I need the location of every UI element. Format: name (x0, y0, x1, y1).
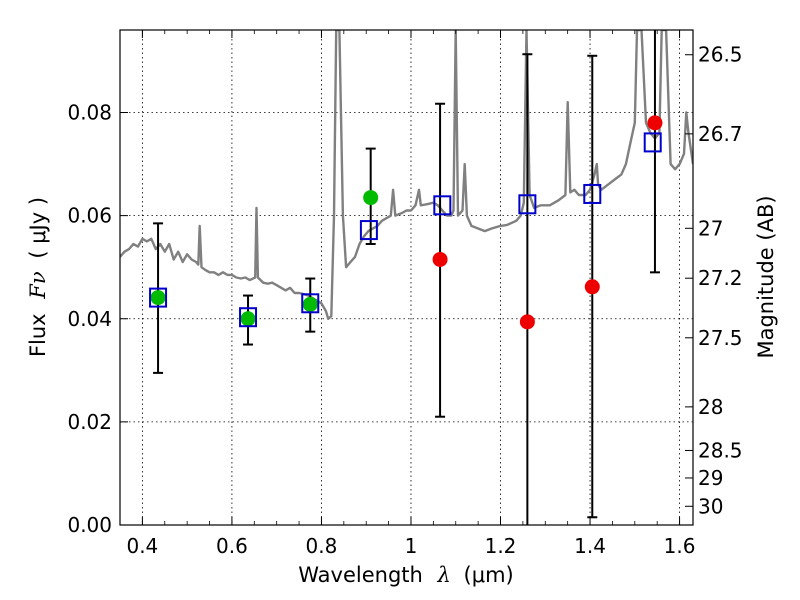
model-square (518, 194, 537, 215)
y2-tick-label: 26.5 (698, 43, 743, 67)
red-point (432, 251, 448, 267)
detection-point (302, 296, 318, 312)
y2-tick-label: 27.2 (698, 266, 743, 290)
spectrum-line (120, 30, 693, 320)
y2-tick-label: 28 (698, 395, 723, 419)
model-square (239, 307, 258, 328)
model-square (359, 220, 378, 241)
y2-tick-label: 30 (698, 494, 723, 518)
red-point (584, 279, 600, 295)
x-tick-label: 1.6 (664, 534, 696, 558)
y2-tick-label: 28.5 (698, 438, 743, 462)
plot-frame (119, 29, 694, 526)
detection-point (240, 311, 256, 327)
model-square (149, 287, 168, 308)
model-square (433, 195, 452, 216)
x-tick-label: 1 (405, 534, 418, 558)
spectrum-layer (120, 30, 693, 320)
model-square (583, 183, 602, 204)
errorbar-layer (153, 30, 660, 525)
y-axis-label: Flux Fν ( μJy ) (26, 197, 50, 357)
x-axis-label: Wavelength λ (μm) (298, 563, 513, 587)
x-tick-label: 0.6 (216, 534, 248, 558)
y-tick-label: 0.00 (67, 513, 112, 537)
x-tick-label: 1.4 (574, 534, 606, 558)
y2-tick-label: 29 (698, 466, 723, 490)
tick-layer: 0.4 0.6 0.8 1 1.2 1.4 1.6 0.00 0.02 0.04 0.06 0.08 2… (67, 30, 743, 558)
detection-point (363, 190, 379, 206)
detection-point (150, 290, 166, 306)
gridlines (120, 30, 693, 525)
y2-tick-label: 27.5 (698, 326, 743, 350)
y-tick-label: 0.06 (67, 204, 112, 228)
model-square (643, 132, 662, 153)
y-tick-label: 0.08 (67, 101, 112, 125)
y-tick-label: 0.04 (67, 307, 112, 331)
model-square (301, 293, 320, 314)
marker-layer (149, 115, 663, 330)
x-tick-label: 0.4 (126, 534, 158, 558)
x-tick-label: 1.2 (485, 534, 517, 558)
red-point (519, 314, 535, 330)
y2-tick-label: 26.7 (698, 122, 743, 146)
x-tick-label: 0.8 (306, 534, 338, 558)
y2-tick-label: 27 (698, 216, 723, 240)
red-point (647, 115, 663, 131)
y-tick-label: 0.02 (67, 410, 112, 434)
y2-axis-label: Magnitude (AB) (754, 195, 778, 358)
